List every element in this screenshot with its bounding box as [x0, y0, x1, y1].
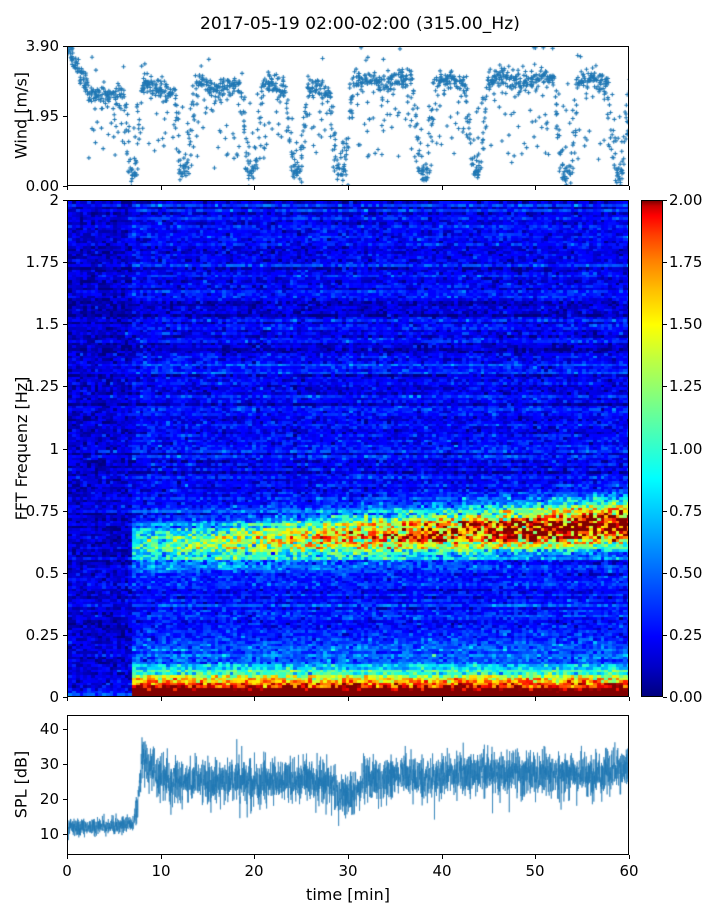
y-tick-label: 3.90 [25, 37, 59, 55]
figure-title: 2017-05-19 02:00-02:00 (315.00_Hz) [199, 14, 521, 34]
x-tick-label: 20 [244, 862, 264, 880]
x-tick-mark [67, 855, 68, 859]
x-tick-label: 0 [62, 862, 72, 880]
wind-scatter-canvas [68, 47, 628, 185]
colorbar-tick-mark [663, 200, 667, 201]
x-tick-mark [161, 697, 162, 701]
colorbar-tick-label: 0.75 [669, 502, 703, 520]
y-tick-label: 1.95 [25, 107, 59, 125]
y-tick-mark [63, 573, 67, 574]
colorbar-tick-mark [663, 697, 667, 698]
x-tick-label: 30 [338, 862, 358, 880]
x-tick-mark [348, 855, 349, 859]
y-tick-label: 1.25 [25, 377, 59, 395]
y-tick-mark [63, 200, 67, 201]
x-tick-label: 50 [525, 862, 545, 880]
y-tick-label: 1.75 [25, 253, 59, 271]
x-tick-mark [348, 697, 349, 701]
y-tick-mark [63, 635, 67, 636]
colorbar-tick-mark [663, 262, 667, 263]
colorbar-tick-mark [663, 511, 667, 512]
x-tick-mark [161, 186, 162, 190]
colorbar [641, 200, 663, 697]
y-tick-mark [63, 324, 67, 325]
y-tick-label: 2 [49, 191, 59, 209]
colorbar-tick-mark [663, 386, 667, 387]
y-tick-label: 40 [39, 720, 59, 738]
y-tick-mark [63, 186, 67, 187]
x-tick-mark [442, 697, 443, 701]
spectrogram-canvas [68, 201, 628, 696]
colorbar-tick-label: 0.00 [669, 688, 703, 706]
y-tick-label: 10 [39, 825, 59, 843]
colorbar-tick-mark [663, 573, 667, 574]
y-tick-label: 30 [39, 755, 59, 773]
y-tick-mark [63, 46, 67, 47]
colorbar-tick-label: 1.00 [669, 440, 703, 458]
colorbar-tick-mark [663, 635, 667, 636]
y-tick-label: 0.75 [25, 502, 59, 520]
x-tick-mark [442, 855, 443, 859]
y-tick-label: 1.5 [35, 315, 59, 333]
colorbar-tick-label: 1.25 [669, 377, 703, 395]
x-tick-label: 10 [151, 862, 171, 880]
y-tick-label: 0.25 [25, 626, 59, 644]
y-tick-label: 0.00 [25, 177, 59, 195]
x-tick-mark [442, 186, 443, 190]
spectrogram-plot-area [67, 200, 629, 697]
x-tick-mark [629, 186, 630, 190]
colorbar-tick-label: 0.50 [669, 564, 703, 582]
colorbar-tick-label: 1.75 [669, 253, 703, 271]
x-tick-label: 60 [619, 862, 639, 880]
y-tick-mark [63, 386, 67, 387]
y-tick-mark [63, 764, 67, 765]
x-tick-label: 40 [432, 862, 452, 880]
y-tick-mark [63, 729, 67, 730]
x-tick-mark [535, 186, 536, 190]
colorbar-tick-label: 1.50 [669, 315, 703, 333]
y-tick-label: 0.5 [35, 564, 59, 582]
x-tick-mark [535, 697, 536, 701]
y-tick-mark [63, 697, 67, 698]
y-tick-label: 0 [49, 688, 59, 706]
colorbar-tick-label: 0.25 [669, 626, 703, 644]
time-axis-label: time [min] [306, 885, 390, 904]
y-tick-mark [63, 834, 67, 835]
x-tick-mark [254, 186, 255, 190]
spl-line-canvas [68, 716, 628, 854]
colorbar-gradient [642, 201, 662, 696]
x-tick-mark [254, 855, 255, 859]
colorbar-tick-label: 2.00 [669, 191, 703, 209]
y-tick-mark [63, 116, 67, 117]
x-tick-mark [254, 697, 255, 701]
x-tick-mark [535, 855, 536, 859]
x-tick-mark [629, 697, 630, 701]
y-tick-mark [63, 511, 67, 512]
spl-plot-area [67, 715, 629, 855]
y-tick-mark [63, 449, 67, 450]
y-tick-label: 1 [49, 440, 59, 458]
x-tick-mark [348, 186, 349, 190]
colorbar-tick-mark [663, 324, 667, 325]
y-tick-label: 20 [39, 790, 59, 808]
x-tick-mark [67, 186, 68, 190]
y-tick-mark [63, 262, 67, 263]
x-tick-mark [629, 855, 630, 859]
y-tick-mark [63, 799, 67, 800]
x-tick-mark [161, 855, 162, 859]
wind-speed-plot-area [67, 46, 629, 186]
colorbar-tick-mark [663, 449, 667, 450]
x-tick-mark [67, 697, 68, 701]
